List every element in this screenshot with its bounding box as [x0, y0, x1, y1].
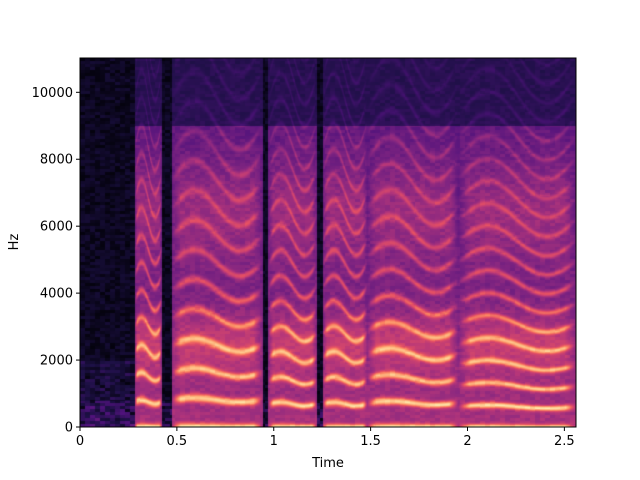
y-tick-label: 6000 — [40, 220, 73, 235]
x-tick-label: 2 — [463, 434, 471, 449]
spectrogram-image — [80, 58, 576, 427]
x-tick-label: 0.5 — [167, 434, 188, 449]
x-tick-label: 2.5 — [554, 434, 575, 449]
y-tick-label: 0 — [65, 421, 73, 436]
y-axis-label: Hz — [7, 234, 22, 251]
x-axis-label: Time — [311, 456, 344, 471]
y-axis: 0 2000 4000 6000 8000 10000 — [32, 86, 80, 436]
plot-area — [79, 57, 577, 428]
x-tick-label: 1 — [270, 434, 278, 449]
y-tick-label: 4000 — [40, 287, 73, 302]
x-axis: 0 0.5 1 1.5 2 2.5 — [76, 427, 575, 449]
y-tick-label: 10000 — [32, 86, 73, 101]
y-tick-label: 2000 — [40, 354, 73, 369]
x-tick-label: 1.5 — [360, 434, 381, 449]
x-tick-label: 0 — [76, 434, 84, 449]
plot-frame — [79, 57, 577, 428]
y-tick-label: 8000 — [40, 153, 73, 168]
